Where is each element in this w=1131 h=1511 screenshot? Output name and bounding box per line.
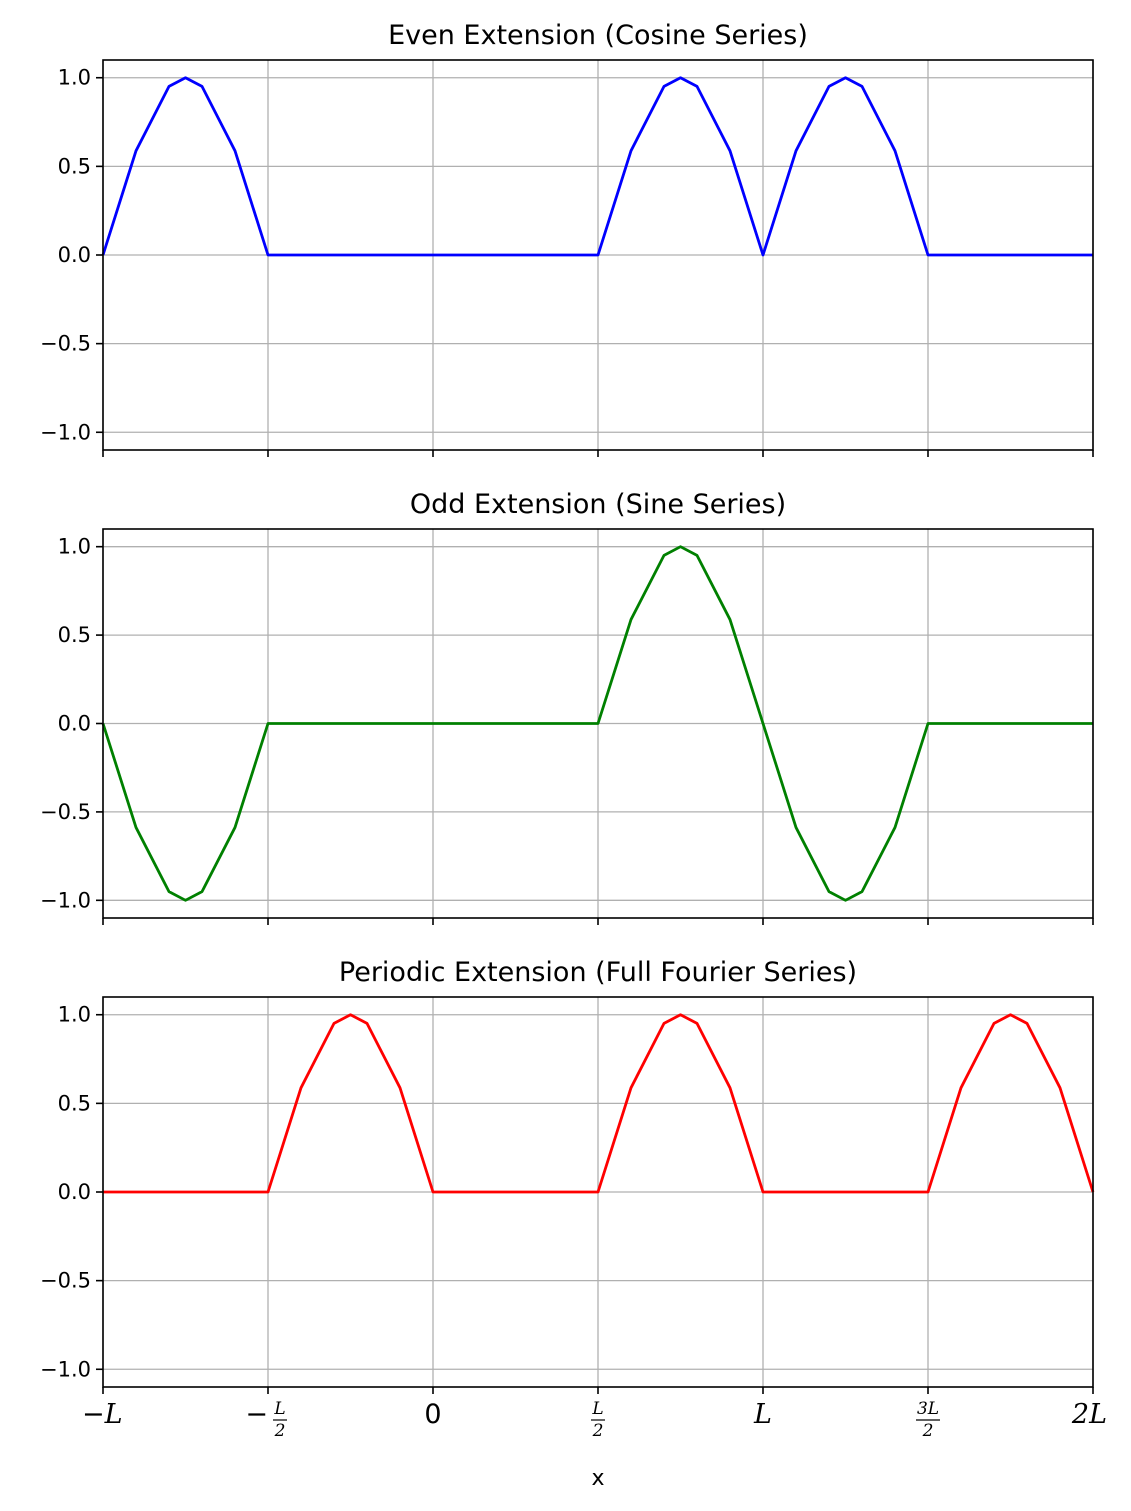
ytick-label: −1.0 bbox=[40, 420, 91, 444]
ytick-label: −0.5 bbox=[40, 800, 91, 824]
xtick-label: 2L bbox=[1071, 1399, 1107, 1430]
panel-2: −1.0 −0.5 0.0 0.5 1.0 Odd Extension (Sine Ser… bbox=[40, 489, 1094, 925]
ytick-label: −0.5 bbox=[40, 332, 91, 356]
xtick-label: L bbox=[753, 1399, 772, 1430]
series-line bbox=[101, 545, 1093, 902]
chart-title: Periodic Extension (Full Fourier Series) bbox=[339, 957, 857, 988]
svg-text:L: L bbox=[591, 1399, 603, 1419]
ytick-label: 0.0 bbox=[58, 1180, 91, 1204]
ytick-label: 0.5 bbox=[58, 154, 91, 178]
panel-3: −1.0 −0.5 0.0 0.5 1.0 Periodic Extension (Ful… bbox=[40, 957, 1107, 1491]
xtick-label: − L2 bbox=[245, 1399, 287, 1441]
xtick-label: 0 bbox=[424, 1399, 441, 1430]
chart-title: Even Extension (Cosine Series) bbox=[388, 20, 808, 51]
ytick-label: 0.5 bbox=[58, 623, 91, 647]
ytick-label: −1.0 bbox=[40, 888, 91, 912]
series-line bbox=[103, 1013, 1095, 1194]
svg-text:0: 0 bbox=[424, 1399, 441, 1430]
svg-text:2L: 2L bbox=[1071, 1399, 1107, 1430]
ytick-label: −1.0 bbox=[40, 1357, 91, 1381]
xtick-label: 3L2 bbox=[916, 1399, 940, 1441]
svg-text:−L: −L bbox=[82, 1399, 123, 1430]
ytick-label: 1.0 bbox=[58, 66, 91, 90]
ytick-label: 1.0 bbox=[58, 1003, 91, 1027]
svg-text:−: − bbox=[245, 1399, 268, 1430]
ytick-label: 0.0 bbox=[58, 712, 91, 736]
ytick-label: 1.0 bbox=[58, 535, 91, 559]
ytick-label: 0.0 bbox=[58, 243, 91, 267]
svg-text:2: 2 bbox=[274, 1421, 286, 1441]
series-line bbox=[101, 76, 1093, 257]
svg-text:3L: 3L bbox=[917, 1399, 939, 1419]
chart-title: Odd Extension (Sine Series) bbox=[410, 489, 786, 520]
svg-text:2: 2 bbox=[922, 1421, 934, 1441]
svg-text:2: 2 bbox=[592, 1421, 604, 1441]
svg-text:L: L bbox=[273, 1399, 285, 1419]
panel-1: −1.0 −0.5 0.0 0.5 1.0 Even Extension (Cosine … bbox=[40, 20, 1094, 457]
x-axis-label: x bbox=[591, 1466, 604, 1491]
ytick-label: 0.5 bbox=[58, 1091, 91, 1115]
xtick-label: L2 bbox=[591, 1399, 605, 1441]
svg-text:L: L bbox=[753, 1399, 772, 1430]
xtick-label: −L bbox=[82, 1399, 123, 1430]
ytick-label: −0.5 bbox=[40, 1269, 91, 1293]
